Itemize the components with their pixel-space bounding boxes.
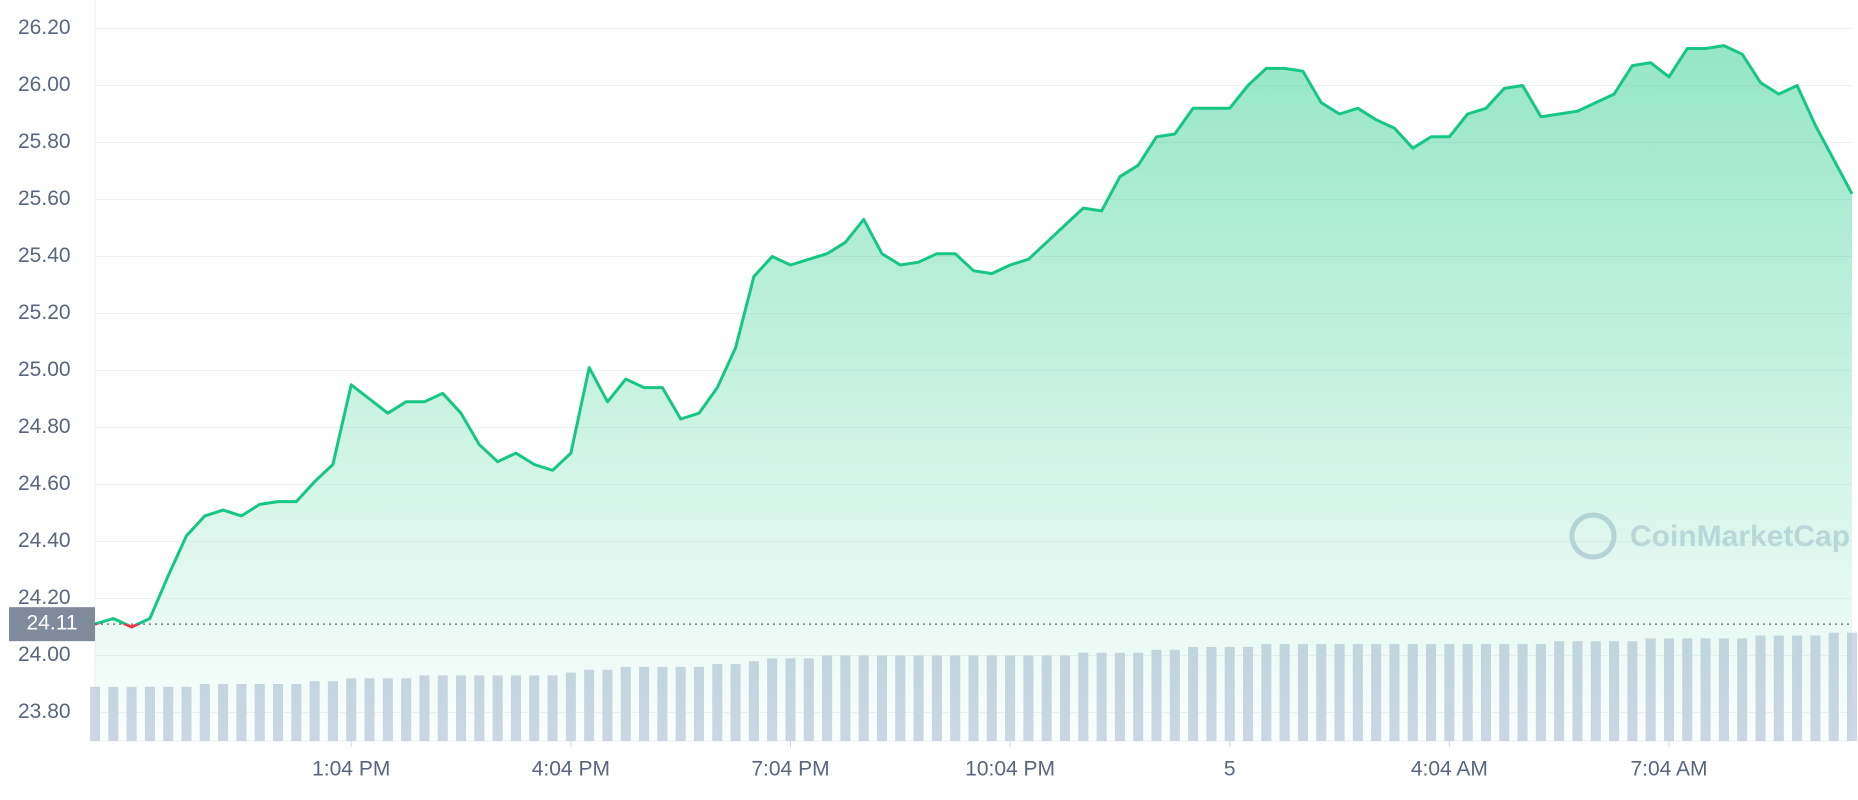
x-tick-label: 4:04 PM <box>532 758 610 781</box>
y-tick-label: 25.60 <box>18 187 71 210</box>
y-tick-label: 25.40 <box>18 244 71 267</box>
x-tick-label: 7:04 AM <box>1630 758 1707 781</box>
y-tick-label: 25.20 <box>18 301 71 324</box>
baseline-label: 24.11 <box>27 612 78 635</box>
baseline-label-box <box>9 607 95 642</box>
price-line <box>94 44 1854 625</box>
y-tick-label: 23.80 <box>18 700 71 723</box>
y-tick-label: 26.20 <box>18 16 71 39</box>
y-tick-label: 24.80 <box>18 415 71 438</box>
x-tick-label: 10:04 PM <box>965 758 1055 781</box>
x-tick-label: 5 <box>1224 758 1236 781</box>
y-tick-label: 25.80 <box>18 130 71 153</box>
y-tick-label: 24.00 <box>18 643 71 666</box>
y-tick-label: 25.00 <box>18 358 71 381</box>
x-tick-label: 4:04 AM <box>1411 758 1488 781</box>
area <box>95 45 1852 742</box>
x-tick-label: 7:04 PM <box>751 758 829 781</box>
y-tick-label: 26.00 <box>18 73 71 96</box>
y-tick-label: 24.40 <box>18 529 71 552</box>
x-tick-label: 1:04 PM <box>312 758 390 781</box>
y-tick-label: 24.20 <box>18 586 71 609</box>
y-tick-label: 24.60 <box>18 472 71 495</box>
